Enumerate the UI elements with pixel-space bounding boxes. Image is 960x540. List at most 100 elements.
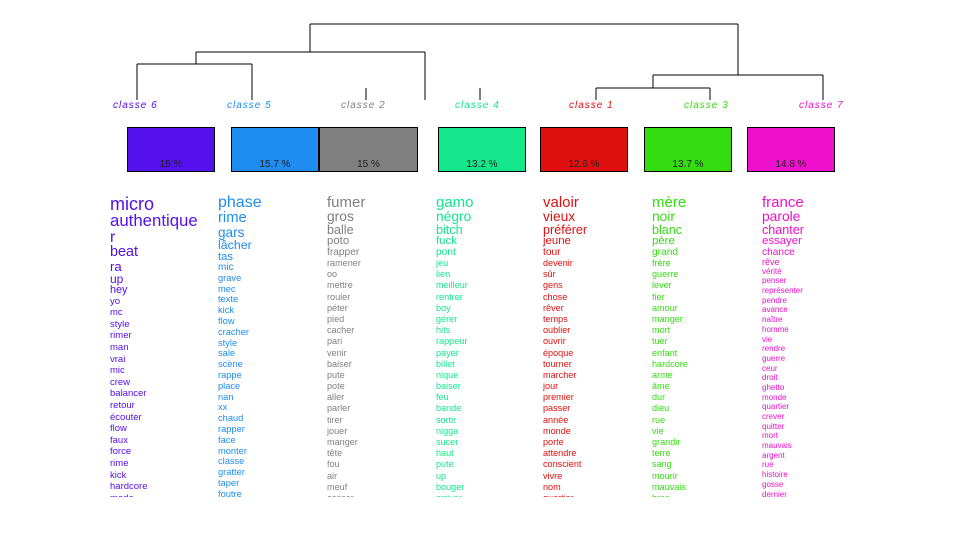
class-label-c2: classe 2 bbox=[341, 100, 386, 111]
dendrogram-branch-right bbox=[652, 74, 824, 100]
word-item: mc bbox=[110, 307, 123, 319]
word-item: hey bbox=[110, 284, 128, 296]
dendrogram-branch-c1-c3-c4 bbox=[595, 87, 711, 100]
word-item: baiser bbox=[436, 381, 461, 392]
word-item: rouler bbox=[327, 291, 351, 302]
word-item: nom bbox=[543, 481, 561, 492]
word-item: mic bbox=[218, 262, 234, 273]
word-item: péter bbox=[327, 302, 348, 313]
word-item: terre bbox=[652, 448, 671, 459]
word-item: mic bbox=[110, 365, 125, 377]
class-box-c6: 15 % bbox=[127, 127, 215, 172]
word-item: mode bbox=[110, 494, 198, 497]
word-item: lâcher bbox=[218, 238, 252, 253]
word-item: gens bbox=[543, 280, 563, 291]
word-item: ramener bbox=[327, 258, 361, 268]
word-item: vérité bbox=[762, 266, 782, 276]
word-item: mourir bbox=[652, 470, 678, 481]
word-item: rappe bbox=[218, 369, 242, 380]
word-item: devenir bbox=[543, 258, 573, 268]
word-item: ouvrir bbox=[543, 336, 566, 347]
word-item: quartier bbox=[762, 402, 790, 412]
word-item: monter bbox=[218, 445, 247, 456]
word-item: tête bbox=[327, 448, 343, 459]
word-item: foutre bbox=[218, 488, 242, 497]
word-item: bande bbox=[436, 403, 462, 414]
word-item: rentrer bbox=[436, 291, 463, 302]
class-box-c1: 12.6 % bbox=[540, 127, 628, 172]
class-words-c2: fumer gros balle poto frapper ramener oo mettre… bbox=[327, 195, 365, 497]
class-box-c2: 15 % bbox=[319, 127, 418, 172]
word-item: nique bbox=[436, 369, 459, 380]
word-item: naître bbox=[762, 315, 783, 325]
word-item: quitter bbox=[762, 421, 785, 431]
word-item: chanter bbox=[762, 222, 805, 237]
class-label-c6: classe 6 bbox=[113, 100, 158, 111]
word-item: histoire bbox=[762, 470, 788, 480]
word-item: essayer bbox=[762, 235, 802, 248]
word-item: hardcore bbox=[110, 481, 148, 493]
word-item: grand bbox=[652, 246, 679, 258]
word-item: tirer bbox=[327, 414, 343, 425]
class-label-c4: classe 4 bbox=[455, 100, 500, 111]
word-item: rendre bbox=[762, 344, 786, 354]
word-item: mort bbox=[762, 431, 778, 441]
word-item: taper bbox=[218, 477, 240, 488]
word-item: marcher bbox=[543, 369, 577, 380]
word-item: gosse bbox=[762, 479, 784, 489]
word-item: force bbox=[110, 446, 132, 458]
word-item: pied bbox=[327, 313, 345, 324]
word-item: style bbox=[110, 318, 130, 330]
word-item: cacher bbox=[327, 325, 355, 336]
word-item: phase bbox=[218, 195, 262, 211]
class-percent-c5: 15.7 % bbox=[259, 159, 291, 170]
word-item: chaud bbox=[218, 413, 244, 424]
word-item: négro bbox=[436, 209, 472, 224]
word-item: fier bbox=[652, 291, 665, 302]
word-item: bitch bbox=[436, 222, 463, 237]
word-item: guerre bbox=[652, 269, 679, 280]
word-item: mec bbox=[218, 283, 236, 294]
word-item: crew bbox=[110, 376, 131, 388]
word-item: penser bbox=[762, 276, 787, 286]
word-item: jeu bbox=[436, 258, 449, 268]
word-item: crever bbox=[762, 412, 785, 421]
word-item: ra bbox=[110, 258, 122, 274]
word-item: baiser bbox=[327, 358, 352, 369]
word-item: rappeur bbox=[436, 336, 468, 347]
word-item: noir bbox=[652, 209, 676, 224]
word-item: casser bbox=[327, 493, 365, 497]
word-item: monde bbox=[543, 425, 571, 436]
word-item: place bbox=[218, 380, 241, 391]
word-item: gamo bbox=[436, 195, 474, 211]
word-item: rimer bbox=[110, 330, 132, 342]
class-percent-c6: 15 % bbox=[159, 159, 183, 170]
class-percent-c4: 13.2 % bbox=[466, 159, 498, 170]
word-item: parler bbox=[327, 403, 351, 414]
word-item: arriver bbox=[436, 493, 474, 497]
word-item: parole bbox=[762, 209, 801, 224]
class-percent-c7: 14.8 % bbox=[775, 159, 807, 170]
word-item: fuck bbox=[436, 235, 457, 248]
word-item: pont bbox=[436, 246, 456, 258]
word-item: yo bbox=[110, 295, 121, 307]
word-item: rue bbox=[652, 414, 666, 425]
word-item: droit bbox=[762, 373, 778, 383]
word-item: oo bbox=[327, 269, 338, 280]
word-item: scène bbox=[218, 359, 243, 370]
word-item: bras bbox=[652, 493, 688, 497]
word-item: dur bbox=[652, 392, 666, 403]
word-item: meilleur bbox=[436, 280, 468, 291]
dendrogram bbox=[136, 23, 824, 100]
word-item: gratter bbox=[218, 467, 245, 478]
word-item: vieux bbox=[543, 209, 576, 224]
word-item: frapper bbox=[327, 246, 360, 258]
word-item: balle bbox=[327, 222, 354, 237]
word-item: kick bbox=[110, 469, 127, 481]
word-item: feu bbox=[436, 392, 449, 403]
word-item: sale bbox=[218, 348, 236, 359]
word-item: rêve bbox=[762, 257, 780, 267]
word-item: âme bbox=[652, 381, 670, 392]
word-item: grandir bbox=[652, 437, 681, 447]
word-item: mère bbox=[652, 195, 687, 211]
